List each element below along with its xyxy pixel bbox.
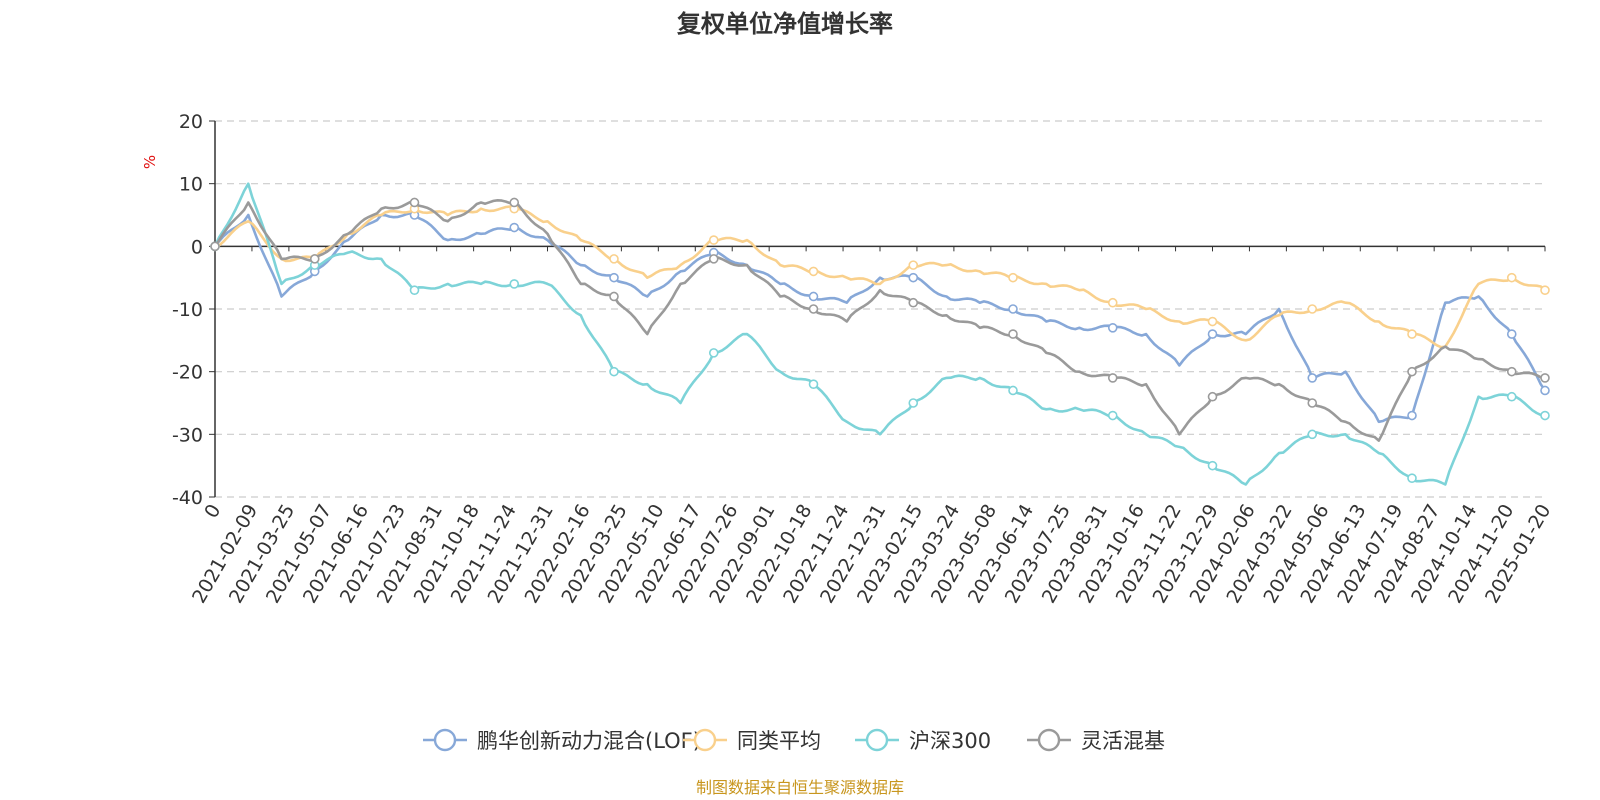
data-point	[1407, 473, 1417, 484]
data-point	[908, 297, 919, 308]
legend-item-1[interactable]: 同类平均	[683, 728, 821, 753]
legend-marker	[1037, 728, 1061, 752]
data-point	[1307, 429, 1318, 440]
data-point	[1506, 366, 1517, 377]
y-tick-label: -40	[172, 487, 203, 509]
data-point	[609, 254, 619, 264]
data-point	[908, 260, 919, 270]
series-line-3	[213, 199, 1546, 442]
data-point	[1307, 398, 1318, 408]
data-point	[1107, 322, 1118, 333]
data-point	[1008, 329, 1018, 339]
data-point	[808, 304, 819, 314]
legend-label: 鹏华创新动力混合(LOF)	[477, 729, 701, 753]
data-point	[1107, 410, 1118, 421]
data-point	[1407, 329, 1417, 339]
data-point	[1207, 316, 1218, 327]
legend: 鹏华创新动力混合(LOF) 同类平均 沪深300 灵活混基	[423, 728, 1165, 753]
legend-marker	[433, 728, 457, 752]
x-tick-label: 0	[200, 501, 225, 522]
axes: 20100-10-20-30-4002021-02-092021-03-2520…	[172, 111, 1555, 607]
data-point	[708, 254, 719, 264]
data-point	[409, 285, 420, 296]
data-point	[1540, 373, 1550, 383]
data-point	[1307, 304, 1318, 314]
data-point	[1407, 366, 1417, 377]
data-point	[509, 222, 520, 233]
legend-marker	[865, 728, 889, 752]
y-tick-label: -20	[172, 362, 203, 384]
legend-label: 灵活混基	[1081, 729, 1165, 753]
data-point	[1307, 373, 1318, 383]
data-point	[1107, 297, 1118, 308]
data-point	[1008, 272, 1018, 283]
data-point	[1008, 385, 1018, 396]
legend-item-2[interactable]: 沪深300	[855, 728, 991, 753]
data-point	[1540, 285, 1550, 296]
grid-lines	[215, 120, 1545, 498]
data-point	[708, 348, 719, 358]
data-point	[210, 241, 220, 252]
data-point	[1207, 460, 1218, 471]
data-point	[1008, 304, 1018, 314]
data-point	[1407, 410, 1417, 421]
data-point	[509, 279, 520, 289]
data-point	[808, 266, 819, 277]
data-point	[309, 254, 320, 264]
data-point	[808, 291, 819, 302]
series-line-0	[213, 211, 1547, 424]
data-point	[1506, 391, 1517, 402]
y-tick-label: -30	[172, 424, 203, 446]
legend-marker	[693, 728, 717, 752]
legend-item-0[interactable]: 鹏华创新动力混合(LOF)	[423, 728, 701, 753]
data-point	[609, 272, 619, 283]
data-point	[1506, 329, 1517, 339]
data-point	[1207, 329, 1218, 339]
data-point	[908, 398, 919, 408]
legend-label: 同类平均	[737, 729, 821, 753]
data-point	[908, 272, 919, 283]
chart-title: 复权单位净值增长率	[676, 10, 893, 38]
legend-label: 沪深300	[909, 729, 991, 753]
data-source-note: 制图数据来自恒生聚源数据库	[696, 778, 904, 797]
y-tick-label: 10	[179, 174, 203, 196]
data-point	[1540, 385, 1550, 396]
data-point	[1540, 410, 1550, 421]
series-lines	[210, 182, 1550, 486]
data-point	[509, 197, 520, 208]
data-point	[1506, 272, 1517, 283]
y-axis-unit: %	[141, 155, 159, 169]
series-line-2	[213, 182, 1546, 486]
data-point	[1207, 391, 1218, 402]
data-point	[808, 379, 819, 390]
legend-item-3[interactable]: 灵活混基	[1027, 728, 1165, 753]
series-line-1	[214, 205, 1546, 349]
data-point	[1107, 373, 1118, 383]
y-tick-label: 20	[179, 111, 203, 133]
y-tick-label: 0	[191, 236, 203, 258]
data-point	[609, 366, 619, 377]
data-point	[609, 291, 619, 302]
data-point	[409, 197, 420, 208]
data-point	[708, 235, 719, 245]
y-tick-label: -10	[172, 299, 203, 321]
